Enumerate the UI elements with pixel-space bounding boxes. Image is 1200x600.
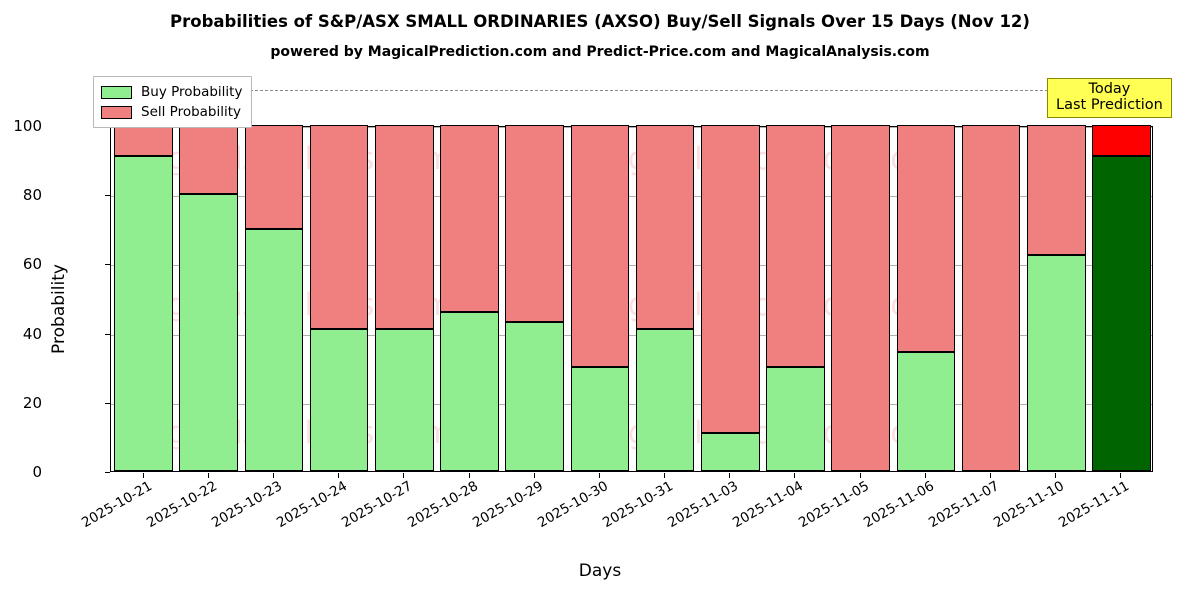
plot-area: MagicalAnalysis.comMagicalPrediction.com… xyxy=(110,125,1153,472)
bar-segment-sell[interactable] xyxy=(570,125,630,368)
bar-segment-buy[interactable] xyxy=(1092,156,1151,471)
y-tick-mark xyxy=(105,195,110,197)
chart-legend: Buy Probability Sell Probability xyxy=(93,76,253,128)
bar-segment-sell[interactable] xyxy=(766,125,825,368)
bar-2025-10-31[interactable] xyxy=(635,125,695,471)
y-tick-label: 20 xyxy=(22,393,42,412)
x-tick-mark xyxy=(338,473,340,478)
bar-segment-sell[interactable] xyxy=(179,125,239,195)
gridline-horizontal xyxy=(111,265,1152,267)
bars-layer xyxy=(111,125,1152,471)
y-tick-mark xyxy=(105,264,110,266)
x-tick-mark xyxy=(207,473,209,478)
bar-2025-11-06[interactable] xyxy=(896,125,956,471)
bar-2025-10-28[interactable] xyxy=(440,125,499,471)
x-tick-mark xyxy=(533,473,535,478)
y-tick-mark xyxy=(105,402,110,404)
bar-2025-10-27[interactable] xyxy=(375,125,434,471)
bar-2025-10-21[interactable] xyxy=(114,125,173,471)
x-tick-mark xyxy=(142,473,144,478)
legend-item-buy: Buy Probability xyxy=(101,82,242,102)
x-tick-mark xyxy=(598,473,600,478)
bar-segment-sell[interactable] xyxy=(375,125,434,330)
bar-segment-sell[interactable] xyxy=(635,125,695,330)
y-tick-label: 80 xyxy=(22,186,42,205)
x-tick-mark xyxy=(1055,473,1057,478)
bar-segment-buy[interactable] xyxy=(896,351,956,471)
bar-segment-sell[interactable] xyxy=(700,125,760,433)
x-tick-mark xyxy=(729,473,731,478)
bar-segment-buy[interactable] xyxy=(635,329,695,471)
bar-2025-10-24[interactable] xyxy=(309,125,369,471)
bar-segment-sell[interactable] xyxy=(505,125,565,323)
bar-2025-10-30[interactable] xyxy=(570,125,630,471)
gridline-horizontal xyxy=(111,127,1152,128)
today-annotation-line1: Today xyxy=(1088,81,1131,97)
bar-segment-sell[interactable] xyxy=(244,125,304,229)
legend-item-sell: Sell Probability xyxy=(101,102,242,122)
x-tick-mark xyxy=(990,473,992,478)
y-tick-mark xyxy=(105,333,110,335)
bar-2025-11-10[interactable] xyxy=(1026,125,1086,471)
today-annotation-box: Today Last Prediction xyxy=(1047,78,1172,119)
x-tick-mark xyxy=(664,473,666,478)
bar-2025-11-03[interactable] xyxy=(700,125,760,471)
bar-segment-sell[interactable] xyxy=(1026,125,1086,255)
bar-2025-11-07[interactable] xyxy=(961,125,1021,471)
bar-segment-buy[interactable] xyxy=(766,367,825,471)
bar-segment-buy[interactable] xyxy=(309,329,369,471)
bar-segment-buy[interactable] xyxy=(700,432,760,471)
legend-swatch-buy xyxy=(101,85,132,99)
bar-segment-buy[interactable] xyxy=(1026,254,1086,471)
x-tick-mark xyxy=(794,473,796,478)
bar-segment-buy[interactable] xyxy=(114,156,173,471)
bar-segment-sell[interactable] xyxy=(114,125,173,157)
bar-segment-buy[interactable] xyxy=(244,228,304,471)
bar-2025-11-05[interactable] xyxy=(831,125,890,471)
x-tick-mark xyxy=(272,473,274,478)
x-axis-label: Days xyxy=(578,561,622,581)
x-tick-mark xyxy=(403,473,405,478)
gridline-horizontal xyxy=(111,403,1152,405)
bar-segment-sell[interactable] xyxy=(309,125,369,330)
y-tick-label: 0 xyxy=(32,463,42,481)
bar-2025-10-29[interactable] xyxy=(505,125,565,471)
y-axis-label: Probability xyxy=(49,264,69,354)
legend-swatch-sell xyxy=(101,105,132,119)
chart-title: Probabilities of S&P/ASX SMALL ORDINARIE… xyxy=(170,12,1030,31)
bar-segment-sell[interactable] xyxy=(896,125,956,352)
today-annotation-line2: Last Prediction xyxy=(1056,97,1163,114)
bar-2025-10-23[interactable] xyxy=(244,125,304,471)
y-tick-label: 40 xyxy=(22,324,42,343)
bar-2025-11-04[interactable] xyxy=(766,125,825,471)
bar-2025-11-11[interactable] xyxy=(1092,125,1151,471)
bar-segment-buy[interactable] xyxy=(375,329,434,471)
chart-subtitle: powered by MagicalPrediction.com and Pre… xyxy=(270,44,930,60)
bar-segment-sell[interactable] xyxy=(831,125,890,471)
legend-label-buy: Buy Probability xyxy=(141,84,243,100)
y-tick-mark xyxy=(105,472,110,473)
y-tick-label: 100 xyxy=(13,117,42,135)
x-tick-mark xyxy=(924,473,926,478)
x-tick-mark xyxy=(468,473,470,478)
gridline-horizontal xyxy=(111,196,1152,198)
bar-segment-sell[interactable] xyxy=(961,125,1021,471)
bar-segment-sell[interactable] xyxy=(440,125,499,312)
bar-segment-buy[interactable] xyxy=(505,322,565,471)
gridline-horizontal xyxy=(111,334,1152,336)
legend-label-sell: Sell Probability xyxy=(141,104,242,120)
x-tick-mark xyxy=(859,473,861,478)
bar-segment-buy[interactable] xyxy=(570,367,630,471)
bar-2025-10-22[interactable] xyxy=(179,125,239,471)
bar-segment-sell[interactable] xyxy=(1092,125,1151,157)
bar-segment-buy[interactable] xyxy=(179,194,239,471)
upper-threshold-dashed-line xyxy=(110,90,1153,91)
bar-segment-buy[interactable] xyxy=(440,311,499,471)
x-tick-mark xyxy=(1120,473,1122,478)
y-tick-label: 60 xyxy=(22,255,42,274)
